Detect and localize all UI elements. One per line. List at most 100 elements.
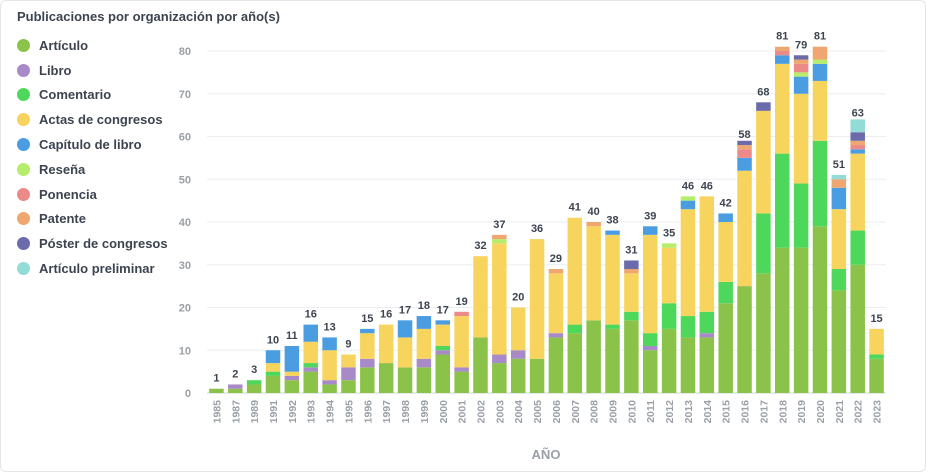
legend-item[interactable]: Actas de congresos [17,107,168,132]
legend-item[interactable]: Artículo [17,33,168,58]
bar-segment[interactable] [775,153,790,248]
bar-segment[interactable] [718,222,733,282]
bar-segment[interactable] [680,209,696,317]
bar-segment[interactable] [378,324,394,364]
bar-segment[interactable] [284,345,300,372]
bar-segment[interactable] [605,324,620,329]
bar-segment[interactable] [642,226,658,235]
bar-segment[interactable] [699,337,715,393]
bar-segment[interactable] [265,371,281,376]
bar-segment[interactable] [397,337,413,368]
bar-segment[interactable] [642,333,658,346]
bar-segment[interactable] [737,170,752,287]
bar-segment[interactable] [492,363,507,393]
bar-segment[interactable] [454,311,469,317]
bar-segment[interactable] [416,367,432,393]
bar-segment[interactable] [360,367,375,393]
legend-item[interactable]: Artículo preliminar [17,256,168,281]
bar-segment[interactable] [341,354,356,368]
bar-segment[interactable] [586,222,601,227]
bar-segment[interactable] [699,333,715,338]
legend-item[interactable]: Comentario [17,83,168,108]
bar-segment[interactable] [209,388,224,393]
bar-segment[interactable] [831,174,847,180]
bar-segment[interactable] [567,217,583,325]
legend-item[interactable]: Póster de congresos [17,231,168,256]
bar-segment[interactable] [850,140,865,146]
bar-segment[interactable] [831,290,847,393]
bar-segment[interactable] [642,234,658,334]
bar-segment[interactable] [624,273,639,312]
bar-segment[interactable] [322,337,337,351]
bar-segment[interactable] [265,375,281,393]
bar-segment[interactable] [548,273,564,334]
bar-segment[interactable] [831,269,847,291]
bar-segment[interactable] [341,367,356,381]
bar-segment[interactable] [775,63,790,154]
bar-segment[interactable] [718,303,733,393]
legend-item[interactable]: Libro [17,58,168,83]
bar-segment[interactable] [793,76,809,94]
bar-segment[interactable] [775,247,790,393]
bar-segment[interactable] [360,333,375,359]
bar-segment[interactable] [850,132,865,141]
bar-segment[interactable] [737,145,752,150]
bar-segment[interactable] [850,230,865,265]
bar-segment[interactable] [265,363,281,372]
bar-segment[interactable] [416,316,432,329]
bar-segment[interactable] [775,46,790,51]
bar-segment[interactable] [322,350,337,381]
bar-segment[interactable] [360,358,375,368]
bar-segment[interactable] [548,269,564,274]
bar-segment[interactable] [812,46,828,60]
bar-segment[interactable] [812,80,828,141]
bar-segment[interactable] [473,256,488,338]
bar-segment[interactable] [284,375,300,381]
bar-segment[interactable] [793,55,809,60]
bar-segment[interactable] [435,350,451,355]
bar-segment[interactable] [586,320,601,393]
bar-segment[interactable] [642,345,658,351]
bar-segment[interactable] [454,371,469,393]
bar-segment[interactable] [850,145,865,150]
bar-segment[interactable] [510,307,526,351]
bar-segment[interactable] [246,384,262,393]
bar-segment[interactable] [510,350,526,359]
bar-segment[interactable] [680,316,696,338]
bar-segment[interactable] [869,354,884,359]
legend-item[interactable]: Ponencia [17,182,168,207]
bar-segment[interactable] [850,153,865,231]
bar-segment[interactable] [737,140,752,146]
bar-segment[interactable] [699,196,715,312]
bar-segment[interactable] [661,247,677,304]
bar-segment[interactable] [228,388,243,393]
bar-segment[interactable] [548,333,564,338]
bar-segment[interactable] [284,371,300,376]
bar-segment[interactable] [529,239,545,359]
bar-segment[interactable] [812,140,828,227]
bar-segment[interactable] [624,260,639,270]
bar-segment[interactable] [624,311,639,321]
bar-segment[interactable] [454,367,469,372]
bar-segment[interactable] [718,281,733,304]
bar-segment[interactable] [793,93,809,184]
bar-segment[interactable] [850,264,865,393]
bar-segment[interactable] [793,63,809,73]
bar-segment[interactable] [775,51,790,56]
bar-segment[interactable] [850,119,865,133]
bar-segment[interactable] [510,358,526,393]
bar-segment[interactable] [756,102,771,111]
bar-segment[interactable] [246,380,262,385]
bar-segment[interactable] [378,363,394,393]
bar-segment[interactable] [699,311,715,334]
bar-segment[interactable] [737,149,752,158]
bar-segment[interactable] [586,226,601,321]
bar-segment[interactable] [303,341,318,364]
bar-segment[interactable] [831,209,847,270]
bar-segment[interactable] [435,354,451,393]
bar-segment[interactable] [756,273,771,393]
legend-item[interactable]: Patente [17,207,168,232]
bar-segment[interactable] [322,384,337,393]
bar-segment[interactable] [303,363,318,368]
bar-segment[interactable] [661,303,677,329]
